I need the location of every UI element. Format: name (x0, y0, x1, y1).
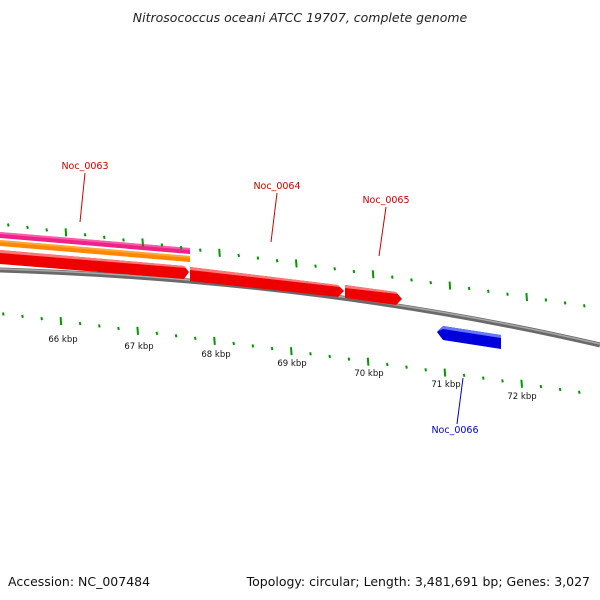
inner-tick (40, 317, 43, 321)
outer-tick (160, 243, 164, 247)
inner-tick (232, 341, 235, 346)
inner-tick (520, 379, 523, 388)
gene-arrow-noc-0064[interactable] (190, 267, 344, 297)
outer-tick (64, 228, 68, 237)
forward-genes (0, 250, 402, 305)
outer-tick (218, 248, 221, 257)
inner-tick (309, 352, 312, 356)
inner-tick (194, 336, 197, 341)
inner-tick (462, 373, 466, 378)
scale-label-72kbp: 72 kbp (507, 392, 536, 402)
inner-tick (213, 336, 216, 345)
outer-tick (237, 253, 240, 258)
inner-tick (386, 362, 389, 367)
gene-label-noc-0066[interactable]: Noc_0066 (431, 425, 478, 436)
outer-tick (544, 298, 548, 302)
scale-label-67kbp: 67 kbp (124, 342, 153, 352)
inner-tick (155, 331, 159, 336)
outer-tick (429, 281, 432, 285)
inner-tick (136, 326, 139, 335)
outer-tick (487, 289, 490, 293)
gene-label-noc-0064[interactable]: Noc_0064 (253, 181, 300, 192)
inner-tick (174, 334, 178, 338)
outer-tick (83, 233, 87, 237)
inner-tick (2, 312, 5, 316)
inner-tick (501, 379, 504, 383)
scale-labels: 66 kbp 67 kbp 68 kbp 69 kbp 70 kbp 71 kb… (48, 335, 536, 402)
outer-tick (103, 235, 106, 240)
gene-arrow-noc-0063[interactable] (0, 250, 189, 279)
inner-tick (578, 390, 581, 394)
inner-tick (59, 317, 63, 326)
scale-label-70kbp: 70 kbp (354, 369, 383, 379)
inner-tick (290, 347, 293, 356)
outer-tick (448, 281, 452, 290)
scale-label-66kbp: 66 kbp (48, 335, 77, 345)
inner-tick (443, 368, 447, 377)
outer-tick (410, 278, 413, 282)
outer-tick (467, 286, 471, 291)
gene-label-noc-0065[interactable]: Noc_0065 (362, 195, 409, 206)
inner-tick (78, 321, 82, 326)
outer-tick (391, 275, 394, 279)
map-title: Nitrosococcus oceani ATCC 19707, complet… (133, 10, 468, 25)
inner-tick (539, 384, 543, 389)
outer-tick (371, 270, 375, 279)
scale-label-71kbp: 71 kbp (431, 380, 460, 390)
outer-tick (333, 267, 336, 271)
inner-tick (117, 326, 120, 331)
inner-tick (347, 357, 351, 361)
inner-tick-ring (2, 312, 581, 394)
inner-tick (558, 387, 562, 392)
accession-text: Accession: NC_007484 (8, 574, 150, 589)
inner-tick (328, 354, 331, 359)
gene-label-noc-0063[interactable]: Noc_0063 (61, 161, 108, 172)
outer-tick (141, 238, 144, 247)
outer-tick (45, 228, 48, 232)
inner-tick (366, 357, 370, 366)
outer-tick (199, 248, 202, 252)
inner-tick (98, 324, 101, 328)
outer-tick (563, 301, 567, 305)
inner-tick (405, 365, 408, 369)
gene-label-leaders (79, 172, 464, 425)
outer-tick (352, 269, 356, 274)
outer-tick (583, 304, 586, 308)
outer-tick (7, 223, 10, 227)
scale-label-69kbp: 69 kbp (277, 359, 306, 369)
outer-tick (525, 292, 528, 302)
scale-label-68kbp: 68 kbp (201, 350, 230, 360)
outer-tick (506, 292, 509, 296)
inner-tick (424, 368, 427, 372)
outer-tick (179, 245, 183, 250)
inner-tick (251, 344, 255, 348)
outer-tick (295, 259, 298, 268)
genome-summary-text: Topology: circular; Length: 3,481,691 bp… (246, 574, 590, 589)
gene-labels: Noc_0063 Noc_0064 Noc_0065 Noc_0066 (61, 161, 478, 436)
inner-tick (270, 346, 274, 351)
outer-tick (275, 259, 279, 263)
outer-tick (314, 264, 317, 268)
inner-tick (21, 314, 24, 319)
outer-tick (122, 238, 125, 242)
outer-tick (256, 256, 260, 260)
gene-arrow-noc-0066[interactable] (437, 326, 501, 349)
gene-arrow-noc-0065[interactable] (345, 285, 402, 305)
outer-tick (26, 225, 29, 230)
outer-tick-ring (7, 223, 586, 308)
inner-tick (482, 376, 485, 380)
